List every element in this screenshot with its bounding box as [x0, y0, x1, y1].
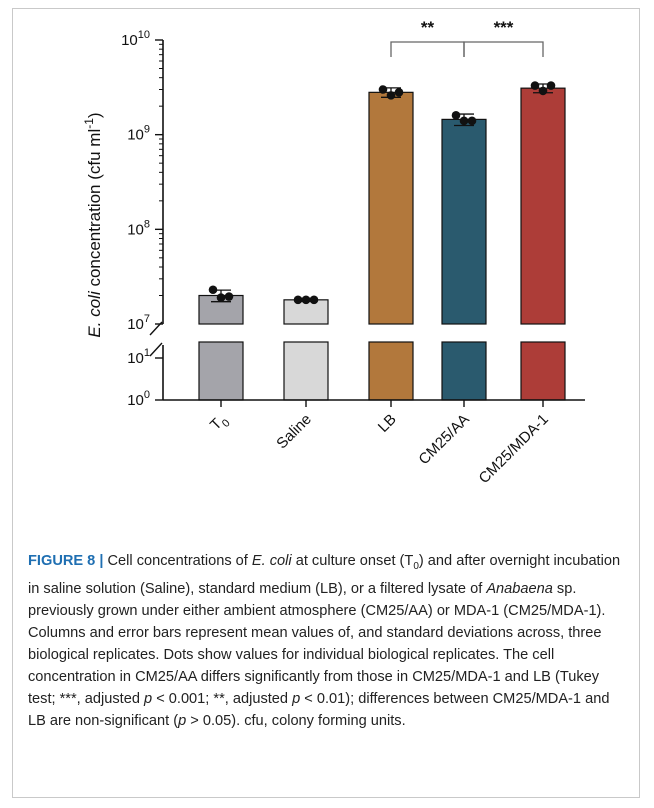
- caption-fragment: E. coli: [251, 553, 292, 569]
- y-tick-label: 108: [127, 218, 150, 238]
- replicate-dot: [530, 81, 540, 90]
- caption-fragment: p: [144, 690, 153, 707]
- caption-fragment: 0: [413, 560, 419, 572]
- y-tick-label: 109: [127, 124, 150, 144]
- axis-break-gap: [180, 326, 580, 341]
- replicate-dot: [216, 293, 226, 302]
- replicate-dot: [293, 295, 303, 305]
- x-tick-label: LB: [375, 411, 400, 436]
- bar-cm25-mda-1: [520, 87, 566, 325]
- caption-fragment: ) and after overnight incubation in sali…: [28, 553, 621, 597]
- bar-lower-segment: [520, 341, 566, 401]
- bar-lower-segment: [198, 341, 244, 401]
- y-tick-label: 1010: [121, 29, 150, 49]
- caption-fragment: sp. previously grown under either ambien…: [28, 580, 606, 707]
- replicate-dot: [301, 295, 311, 305]
- bar-lower-segment: [368, 341, 414, 401]
- y-tick-label: 101: [127, 347, 150, 367]
- replicate-dot: [459, 116, 469, 126]
- replicate-dot: [538, 86, 548, 96]
- replicate-dot: [378, 85, 388, 94]
- significance-bracket: [463, 41, 544, 57]
- significance-bracket: [390, 41, 465, 57]
- caption-fragment: at culture onset (T: [291, 553, 414, 569]
- figure-caption: FIGURE 8 | Cell concentrations of E. col…: [28, 550, 630, 732]
- bar-cm25-aa: [441, 118, 487, 325]
- replicate-dot: [309, 295, 319, 305]
- bar-lower-segment: [283, 341, 329, 401]
- y-axis-label: E. coli concentration (cfu ml-1): [82, 112, 104, 337]
- y-tick-label: 100: [127, 389, 150, 409]
- x-tick-label: CM25/MDA-1: [476, 411, 552, 487]
- x-tick-label: CM25/AA: [415, 411, 472, 468]
- significance-label: ***: [494, 18, 514, 37]
- caption-fragment: > 0.05). cfu, colony forming units.: [186, 712, 406, 729]
- figure-label: FIGURE 8 |: [28, 553, 104, 569]
- replicate-dot: [394, 88, 404, 97]
- caption-text: Cell concentrations of E. coli at cultur…: [28, 553, 620, 729]
- caption-fragment: < 0.01); differences between CM25/MDA-1 …: [28, 690, 610, 729]
- y-tick-label: 107: [127, 313, 150, 333]
- bar-chart: 1010 109 108 107 101 100 T0 Saline LB CM25/AA CM25…: [82, 18, 585, 487]
- replicate-dot: [451, 111, 461, 120]
- replicate-dot: [386, 91, 396, 100]
- replicate-dot: [208, 285, 218, 295]
- caption-fragment: Anabaena: [486, 580, 553, 597]
- bar-lower-segment: [441, 341, 487, 401]
- significance-label: **: [421, 18, 435, 37]
- caption-fragment: < 0.001; **, adjusted: [152, 690, 293, 707]
- replicate-dot: [546, 81, 556, 90]
- caption-fragment: Cell concentrations of: [103, 553, 252, 569]
- bar-lb: [368, 91, 414, 325]
- replicate-dot: [467, 116, 477, 126]
- axis-break-mark: [149, 342, 163, 357]
- x-tick-label: Saline: [273, 411, 315, 453]
- caption-fragment: p: [178, 712, 187, 729]
- caption-fragment: p: [292, 690, 301, 707]
- replicate-dot: [224, 292, 234, 301]
- x-tick-label: T0: [207, 411, 233, 437]
